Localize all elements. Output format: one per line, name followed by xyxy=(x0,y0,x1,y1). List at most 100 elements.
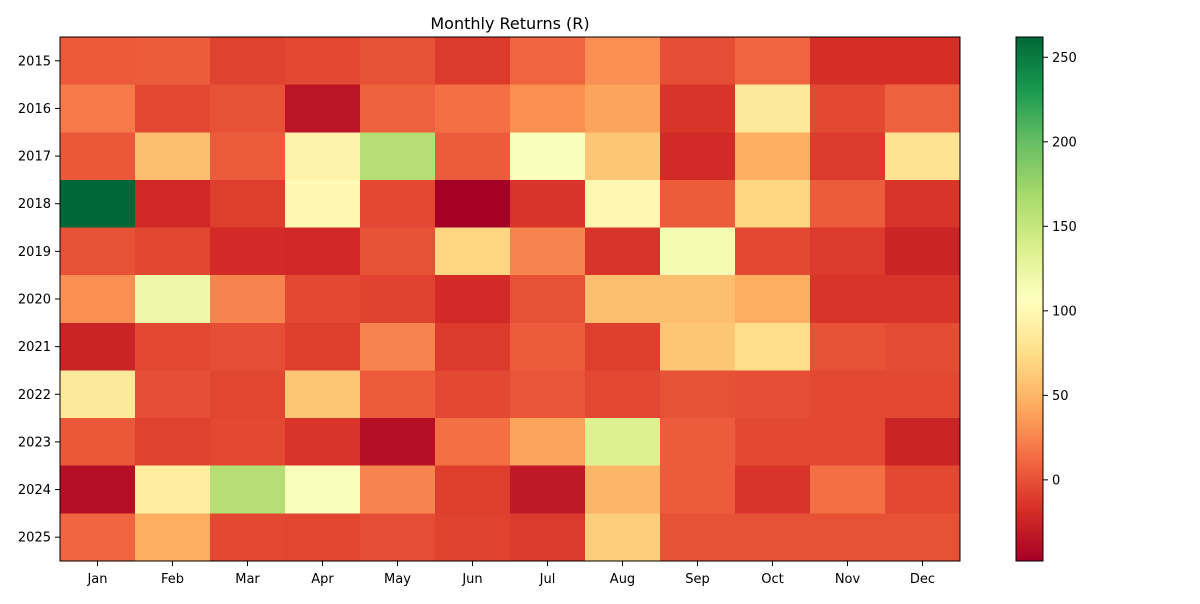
heatmap-cell xyxy=(285,132,361,181)
heatmap-cell xyxy=(360,513,436,562)
heatmap-cell xyxy=(810,370,886,419)
heatmap-cell xyxy=(285,179,361,229)
colorbar-tick-label: 250 xyxy=(1052,51,1077,66)
heatmap-cell xyxy=(60,37,136,86)
heatmap-cell xyxy=(360,370,436,419)
heatmap-cell xyxy=(135,227,211,276)
heatmap-cell xyxy=(135,132,211,181)
heatmap-cell xyxy=(210,84,286,133)
heatmap-cell xyxy=(435,513,511,562)
heatmap-cell xyxy=(60,465,136,514)
colorbar-tick-label: 200 xyxy=(1052,135,1077,150)
heatmap-cell xyxy=(360,322,436,371)
heatmap-cell xyxy=(885,513,961,562)
heatmap-cell xyxy=(810,418,886,467)
heatmap-cell xyxy=(885,418,961,467)
heatmap-cell xyxy=(285,418,361,467)
heatmap-cell xyxy=(510,370,586,419)
heatmap-cell xyxy=(810,132,886,181)
heatmap-cell xyxy=(60,322,136,371)
heatmap-cell xyxy=(435,227,511,276)
heatmap-cell xyxy=(810,513,886,562)
heatmap-cell xyxy=(435,37,511,86)
heatmap-cell xyxy=(285,465,361,514)
heatmap-cell xyxy=(735,227,811,276)
heatmap-cell xyxy=(735,37,811,86)
heatmap-cell xyxy=(135,275,211,324)
heatmap-cell xyxy=(660,227,736,276)
heatmap-cell xyxy=(285,370,361,419)
heatmap-cell xyxy=(735,370,811,419)
colorbar-tick-label: 0 xyxy=(1052,473,1060,488)
heatmap-cell xyxy=(585,465,661,514)
heatmap-cell xyxy=(210,370,286,419)
heatmap-cell xyxy=(885,370,961,419)
heatmap-cell xyxy=(660,465,736,514)
y-tick-label: 2018 xyxy=(18,197,51,212)
chart-title: Monthly Returns (R) xyxy=(430,14,589,33)
x-tick-label: Nov xyxy=(835,572,861,587)
heatmap-cell xyxy=(285,84,361,133)
heatmap-cell xyxy=(660,275,736,324)
colorbar-gradient xyxy=(1015,36,1044,562)
heatmap-cell xyxy=(660,322,736,371)
colorbar: 0 50 100 150 200 250 xyxy=(1015,36,1077,562)
heatmap-cell xyxy=(585,179,661,229)
heatmap-cell xyxy=(135,84,211,133)
x-tick-label: Aug xyxy=(610,572,635,587)
heatmap-cell xyxy=(210,465,286,514)
y-tick-label: 2024 xyxy=(18,483,51,498)
x-tick-label: Sep xyxy=(685,572,710,587)
heatmap-cell xyxy=(60,370,136,419)
y-tick-label: 2021 xyxy=(18,340,51,355)
heatmap-cell xyxy=(810,227,886,276)
heatmap-cell xyxy=(285,322,361,371)
heatmap-cell xyxy=(360,465,436,514)
heatmap-cell xyxy=(585,84,661,133)
heatmap-cells xyxy=(60,37,961,562)
heatmap-cell xyxy=(60,513,136,562)
heatmap-cell xyxy=(660,370,736,419)
axes: Jan Feb Mar Apr May Jun Jul Aug Sep Oct Nov Dec 2015… xyxy=(18,54,935,587)
y-tick-label: 2016 xyxy=(18,102,51,117)
y-tick-label: 2020 xyxy=(18,293,51,308)
heatmap-cell xyxy=(210,275,286,324)
heatmap-cell xyxy=(585,513,661,562)
heatmap-cell xyxy=(210,132,286,181)
heatmap-cell xyxy=(885,84,961,133)
colorbar-tick-label: 150 xyxy=(1052,220,1077,235)
y-tick-label: 2022 xyxy=(18,388,51,403)
heatmap-cell xyxy=(810,179,886,229)
heatmap-cell xyxy=(435,322,511,371)
heatmap-cell xyxy=(735,465,811,514)
heatmap-cell xyxy=(735,322,811,371)
heatmap-cell xyxy=(510,275,586,324)
heatmap-cell xyxy=(285,513,361,562)
x-tick-label: Jan xyxy=(86,572,107,587)
heatmap-cell xyxy=(660,37,736,86)
heatmap-cell xyxy=(285,37,361,86)
heatmap-cell xyxy=(60,84,136,133)
heatmap-cell xyxy=(510,132,586,181)
heatmap-cell xyxy=(510,513,586,562)
heatmap-cell xyxy=(810,275,886,324)
heatmap-cell xyxy=(885,275,961,324)
heatmap-cell xyxy=(735,418,811,467)
heatmap-cell xyxy=(360,84,436,133)
heatmap-cell xyxy=(735,275,811,324)
heatmap-cell xyxy=(585,418,661,467)
heatmap-cell xyxy=(360,37,436,86)
heatmap-cell xyxy=(285,227,361,276)
heatmap-cell xyxy=(885,465,961,514)
heatmap-cell xyxy=(510,179,586,229)
heatmap-cell xyxy=(660,132,736,181)
y-tick-label: 2019 xyxy=(18,245,51,260)
heatmap-cell xyxy=(210,179,286,229)
heatmap-cell xyxy=(810,465,886,514)
y-tick-label: 2017 xyxy=(18,150,51,165)
heatmap-cell xyxy=(585,227,661,276)
heatmap-cell xyxy=(60,275,136,324)
heatmap-cell xyxy=(810,322,886,371)
